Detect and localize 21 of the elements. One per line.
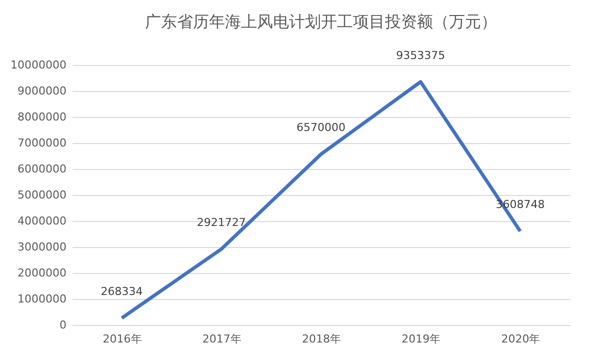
y-tick-label: 5000000 — [18, 188, 66, 202]
y-tick-label: 4000000 — [18, 214, 66, 228]
y-tick-label: 10000000 — [10, 58, 66, 72]
data-label: 6570000 — [296, 121, 346, 134]
y-tick-label: 9000000 — [18, 84, 66, 98]
y-tick-label: 2000000 — [18, 266, 66, 280]
x-tick-label: 2018年 — [302, 332, 341, 346]
y-tick-label: 0 — [60, 318, 66, 332]
y-tick-label: 6000000 — [18, 162, 66, 176]
data-label: 2921727 — [196, 216, 246, 230]
y-tick-label: 7000000 — [18, 136, 66, 150]
y-tick-label: 1000000 — [18, 292, 66, 306]
x-tick-label: 2019年 — [402, 332, 441, 346]
x-tick-label: 2017年 — [202, 332, 242, 346]
x-tick-label: 2016年 — [102, 332, 142, 346]
chart-title: 广东省历年海上风电计划开工项目投资额（万元） — [145, 12, 497, 31]
data-label: 268334 — [100, 285, 143, 298]
y-tick-label: 8000000 — [18, 110, 66, 124]
x-tick-label: 2020年 — [501, 332, 540, 346]
y-tick-label: 3000000 — [18, 240, 66, 254]
data-label: 9353375 — [396, 48, 446, 62]
